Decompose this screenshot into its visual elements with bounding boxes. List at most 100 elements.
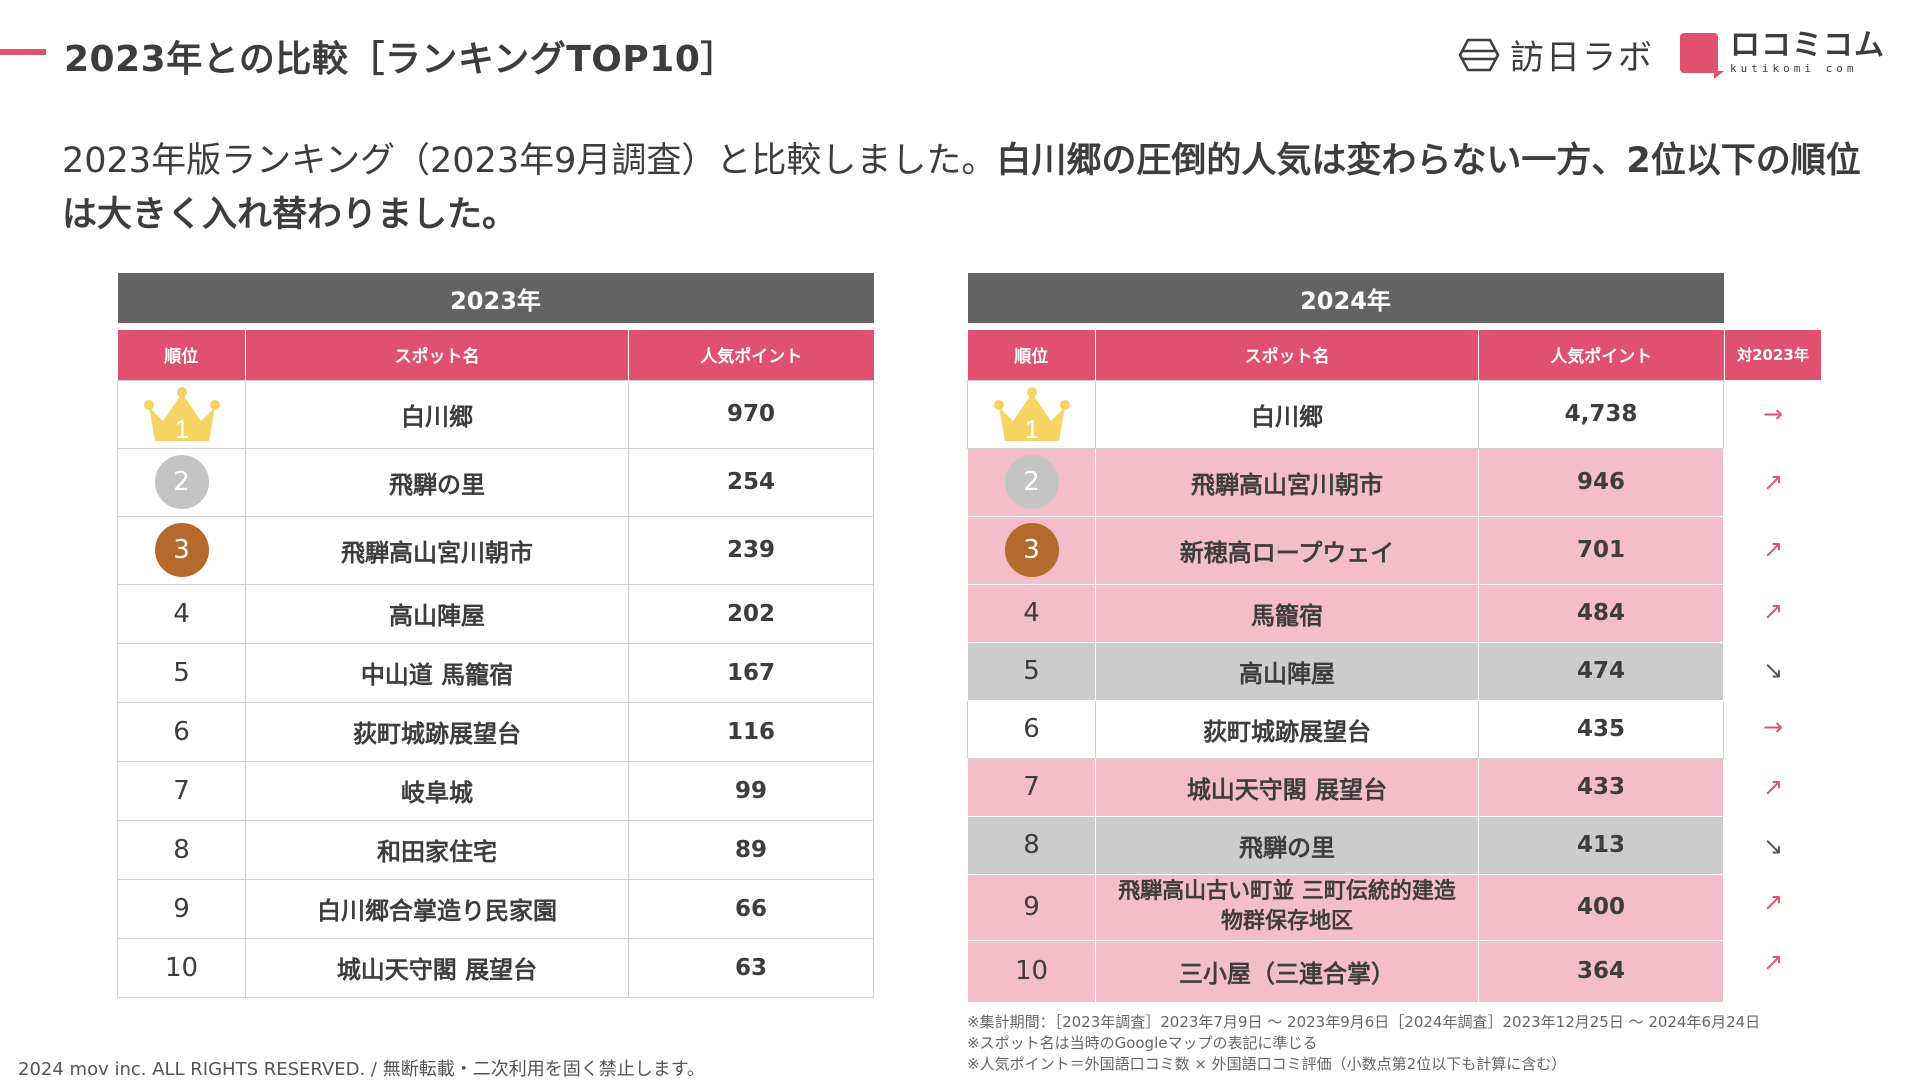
kuchikomi-com-name: ロコミコム [1730, 28, 1885, 63]
table-row: 6 荻町城跡展望台 435 [967, 699, 1724, 759]
gold-crown-icon: 1 [993, 387, 1070, 443]
table-row: 8 和田家住宅 89 [117, 819, 874, 880]
spot-name-cell: 三小屋（三連合掌） [1095, 939, 1479, 1003]
rank-cell: 4 [117, 583, 246, 644]
rank-cell: 10 [117, 937, 246, 998]
rank-cell: 4 [967, 583, 1096, 643]
table-row: 8 飛騨の里 413 [967, 815, 1724, 875]
trend-up-icon: ↗ [1762, 535, 1784, 563]
table-row: 1 白川郷 4,738 [967, 379, 1724, 449]
table-row: 5 中山道 馬籠宿 167 [117, 642, 874, 703]
rank-cell: 2 [967, 447, 1096, 517]
rank-cell: 3 [967, 515, 1096, 585]
spot-name-cell: 飛騨の里 [245, 447, 629, 517]
spot-name-cell: 飛騨高山古い町並 三町伝統的建造 物群保存地区 [1095, 873, 1479, 941]
rank-cell: 5 [117, 642, 246, 703]
table-row: 1 白川郷 970 [117, 379, 874, 449]
trend-up-icon: ↗ [1762, 773, 1784, 801]
table-row: 9 白川郷合掌造り民家園 66 [117, 878, 874, 939]
footnote-spot-names: ※スポット名は当時のGoogleマップの表記に準じる [967, 1034, 1318, 1052]
spot-name-cell: 白川郷 [1095, 379, 1479, 449]
gold-crown-rank: 1 [1024, 414, 1038, 443]
trend-up-icon: ↗ [1762, 468, 1784, 496]
footnotes: ※集計期間：［2023年調査］2023年7月9日 〜 2023年9月6日［202… [967, 1012, 1760, 1075]
page-title: 2023年との比較［ランキングTOP10］ [64, 39, 737, 80]
trend-flat-icon: → [1762, 713, 1784, 741]
spot-name-cell: 飛騨高山宮川朝市 [1095, 447, 1479, 517]
points-cell: 484 [1478, 583, 1724, 643]
rank-cell: 7 [117, 760, 246, 821]
points-cell: 254 [628, 447, 874, 517]
copyright-notice: 2024 mov inc. ALL RIGHTS RESERVED. / 無断転… [18, 1059, 705, 1080]
change-vs-2023-header: 対2023年 [1725, 330, 1821, 380]
spot-name-cell: 馬籠宿 [1095, 583, 1479, 643]
rank-cell: 8 [967, 815, 1096, 875]
bronze-medal-icon: 3 [154, 523, 209, 577]
points-cell: 89 [628, 819, 874, 880]
points-cell: 364 [1478, 939, 1724, 1003]
points-cell: 946 [1478, 447, 1724, 517]
table-row: 4 馬籠宿 484 [967, 583, 1724, 643]
trend-flat-icon: → [1762, 400, 1784, 428]
kuchikomi-com-subname: kutikomi com [1730, 62, 1858, 75]
spot-name-cell: 飛騨高山宮川朝市 [245, 515, 629, 585]
spot-name-cell: 高山陣屋 [245, 583, 629, 644]
lead-bold-text: 白川郷の圧倒的人気は変わらない一方、2位以下の順位は大きく入れ替わりました。 [62, 141, 1861, 235]
table-2023-year-header: 2023年 [117, 273, 874, 323]
rank-cell: 10 [967, 939, 1096, 1003]
col-header-points: 人気ポイント [628, 330, 874, 380]
rank-cell: 7 [967, 757, 1096, 817]
kuchikomi-com-icon [1680, 32, 1724, 79]
points-cell: 63 [628, 937, 874, 998]
table-2024-year-header: 2024年 [967, 273, 1724, 323]
gold-crown-icon: 1 [143, 387, 220, 443]
points-cell: 970 [628, 379, 874, 449]
ranking-table-2024: 2024年 順位 スポット名 人気ポイント 1 白川郷 4,738 2 飛騨高山… [967, 273, 1724, 1003]
houni-lab-icon [1458, 38, 1500, 71]
trend-down-icon: ↘ [1762, 832, 1784, 860]
spot-name-cell: 新穂高ロープウェイ [1095, 515, 1479, 585]
rank-cell: 9 [117, 878, 246, 939]
col-header-points: 人気ポイント [1478, 330, 1724, 380]
points-cell: 701 [1478, 515, 1724, 585]
table-row: 6 荻町城跡展望台 116 [117, 701, 874, 762]
lead-paragraph: 2023年版ランキング（2023年9月調査）と比較しました。白川郷の圧倒的人気は… [62, 134, 1872, 242]
points-cell: 239 [628, 515, 874, 585]
table-row: 2 飛騨高山宮川朝市 946 [967, 447, 1724, 517]
spot-name-cell: 城山天守閣 展望台 [1095, 757, 1479, 817]
rank-cell: 5 [967, 641, 1096, 701]
spot-name-cell: 荻町城跡展望台 [245, 701, 629, 762]
col-header-rank: 順位 [967, 330, 1096, 380]
col-header-spot: スポット名 [1095, 330, 1479, 380]
silver-medal-icon: 2 [1004, 455, 1059, 509]
points-cell: 433 [1478, 757, 1724, 817]
spot-name-cell: 中山道 馬籠宿 [245, 642, 629, 703]
table-row: 3 新穂高ロープウェイ 701 [967, 515, 1724, 585]
rank-cell: 9 [967, 873, 1096, 941]
points-cell: 116 [628, 701, 874, 762]
kuchikomi-com-logo: ロコミコム kutikomi com [1680, 28, 1885, 79]
ranking-table-2023: 2023年 順位 スポット名 人気ポイント 1 白川郷 970 2 飛騨の里 2… [117, 273, 874, 998]
lead-normal-text: 2023年版ランキング（2023年9月調査）と比較しました。 [62, 141, 997, 181]
table-row: 2 飛騨の里 254 [117, 447, 874, 517]
points-cell: 66 [628, 878, 874, 939]
spot-name-cell: 荻町城跡展望台 [1095, 699, 1479, 759]
spot-name-cell: 岐阜城 [245, 760, 629, 821]
table-row: 7 岐阜城 99 [117, 760, 874, 821]
table-row: 9 飛騨高山古い町並 三町伝統的建造 物群保存地区 400 [967, 873, 1724, 941]
table-row: 4 高山陣屋 202 [117, 583, 874, 644]
table-row: 10 城山天守閣 展望台 63 [117, 937, 874, 998]
spot-name-cell: 和田家住宅 [245, 819, 629, 880]
spot-name-cell: 飛騨の里 [1095, 815, 1479, 875]
trend-up-icon: ↗ [1762, 948, 1784, 976]
footnote-period: ※集計期間：［2023年調査］2023年7月9日 〜 2023年9月6日［202… [967, 1013, 1761, 1031]
bronze-medal-icon: 3 [1004, 523, 1059, 577]
points-cell: 400 [1478, 873, 1724, 941]
trend-up-icon: ↗ [1762, 597, 1784, 625]
col-header-rank: 順位 [117, 330, 246, 380]
trend-up-icon: ↗ [1762, 888, 1784, 916]
rank-cell: 6 [967, 699, 1096, 759]
table-row: 10 三小屋（三連合掌） 364 [967, 939, 1724, 1003]
points-cell: 202 [628, 583, 874, 644]
points-cell: 435 [1478, 699, 1724, 759]
